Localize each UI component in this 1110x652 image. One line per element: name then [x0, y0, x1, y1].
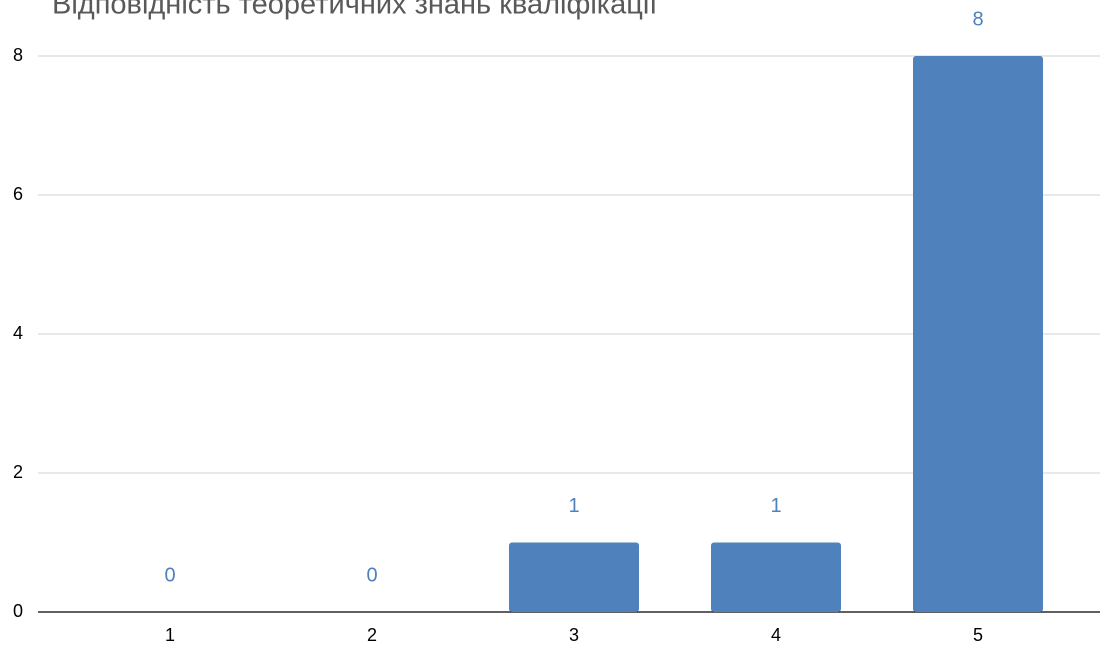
- data-label: 8: [972, 8, 983, 30]
- y-tick-label: 2: [13, 462, 23, 482]
- y-tick-label: 6: [13, 184, 23, 204]
- y-tick-label: 4: [13, 323, 23, 343]
- x-tick-label: 3: [569, 625, 579, 645]
- data-label: 1: [568, 495, 579, 517]
- bar: [711, 542, 841, 612]
- bar: [509, 542, 639, 612]
- chart-title: Відповідність теоретичних знань кваліфік…: [52, 0, 657, 21]
- x-tick-label: 2: [367, 625, 377, 645]
- data-label: 0: [164, 564, 175, 586]
- y-tick-label: 0: [13, 601, 23, 621]
- data-label: 0: [366, 564, 377, 586]
- bar: [913, 56, 1043, 612]
- y-tick-label: 8: [13, 45, 23, 65]
- x-tick-label: 1: [165, 625, 175, 645]
- x-tick-label: 4: [771, 625, 781, 645]
- data-label: 1: [770, 495, 781, 517]
- x-tick-label: 5: [973, 625, 983, 645]
